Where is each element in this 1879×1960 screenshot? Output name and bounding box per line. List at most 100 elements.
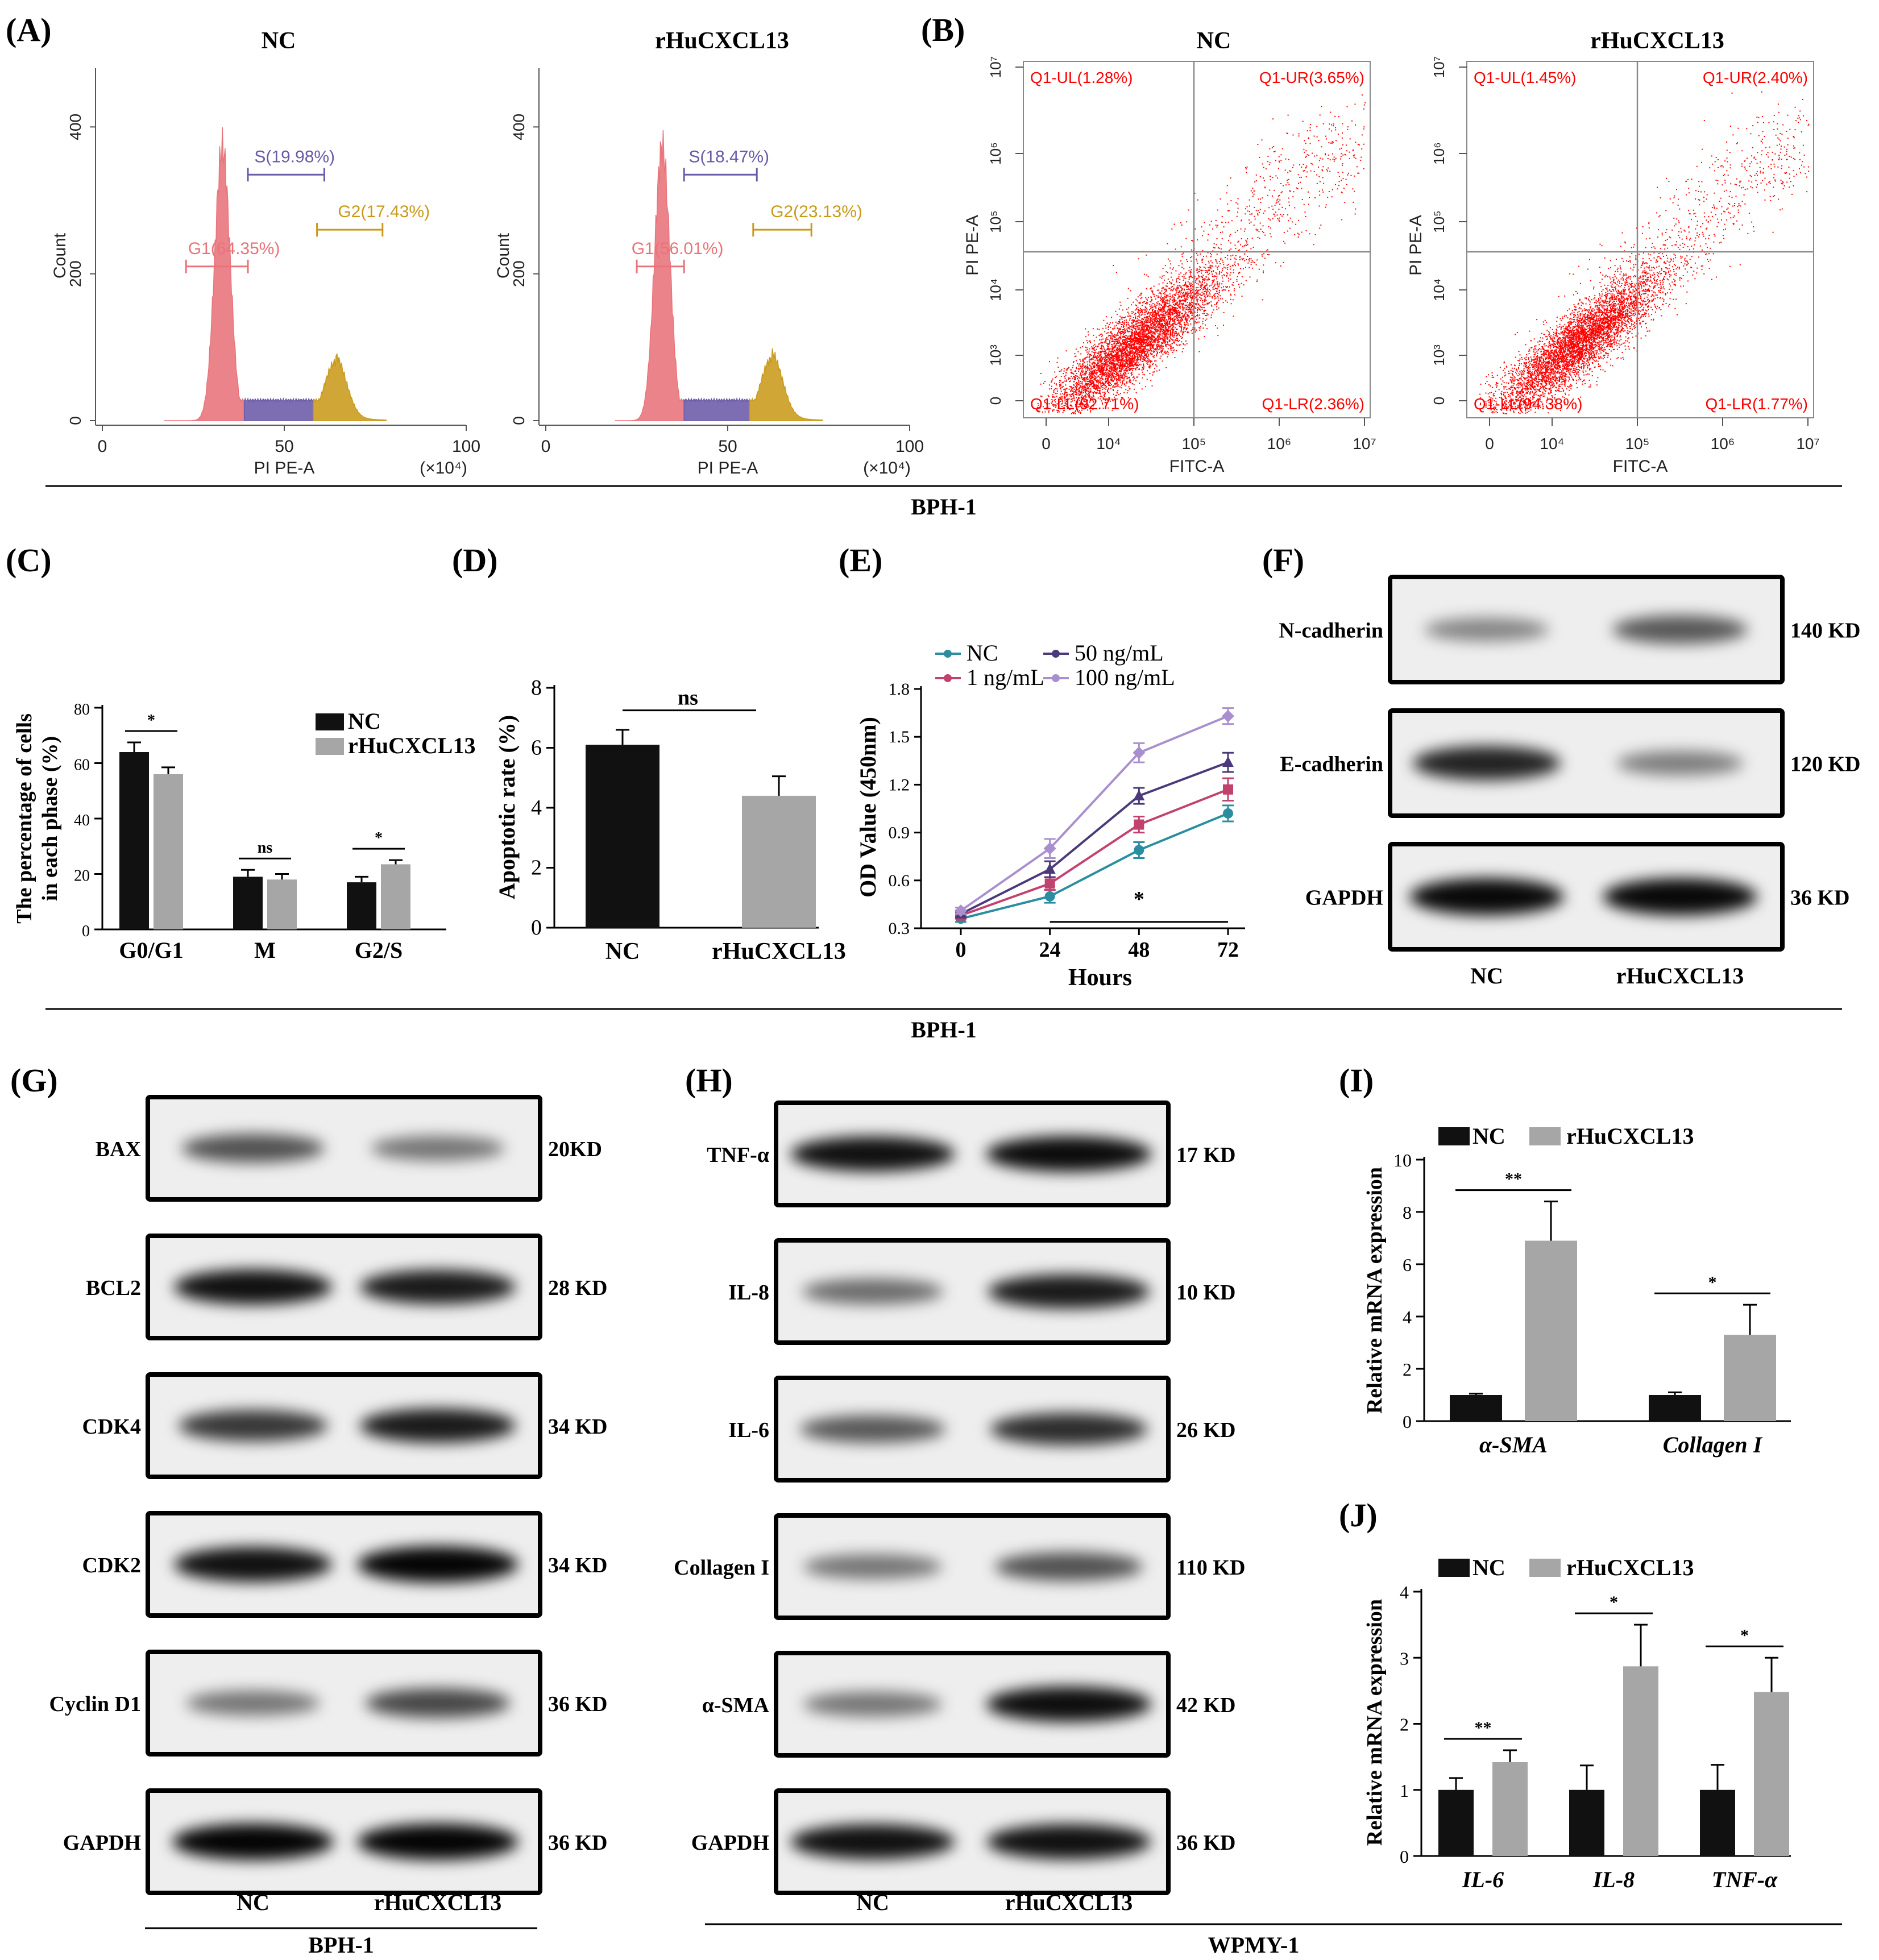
data-point [1222, 756, 1234, 767]
blot-box [774, 1376, 1171, 1483]
kd-label: 34 KD [548, 1415, 608, 1439]
band-nc [186, 1691, 320, 1716]
bar-rhucxcl13 [1724, 1335, 1776, 1421]
band-nc [1424, 617, 1549, 642]
band-rhucxcl13 [986, 1136, 1152, 1172]
y-tick-label: 10⁵ [987, 210, 1004, 233]
y-tick-label: 4 [1403, 1307, 1412, 1327]
kd-label: 20KD [548, 1137, 602, 1161]
data-point [1044, 863, 1056, 874]
band-rhucxcl13 [990, 1413, 1148, 1446]
y-tick-label: 80 [74, 701, 90, 719]
histogram-title: rHuCXCL13 [655, 28, 789, 54]
protein-label: Cyclin D1 [49, 1692, 142, 1716]
panel-label-h: (H) [685, 1062, 733, 1099]
blot-box [774, 1238, 1171, 1345]
protein-label: IL-8 [728, 1281, 769, 1305]
band-nc [790, 1136, 955, 1172]
x-tick-label: 10⁷ [1353, 435, 1376, 452]
panel-label-j: (J) [1339, 1497, 1378, 1534]
band-nc [173, 1547, 333, 1582]
significance-mark: * [1134, 887, 1144, 911]
category-label: Collagen I [1663, 1432, 1763, 1457]
y-tick-label: 10⁵ [1430, 210, 1447, 233]
significance-mark: * [1740, 1626, 1749, 1645]
gate-label-g2: G2(17.43%) [338, 202, 430, 221]
histogram-g1-area [615, 130, 685, 421]
bar-rhucxcl13 [381, 864, 410, 929]
quadrant-label-ur: Q1-UR(3.65%) [1259, 69, 1364, 86]
category-label: IL-8 [1592, 1867, 1635, 1892]
section-label-wpmy1: WPMY-1 [1208, 1932, 1300, 1957]
protein-label: BCL2 [86, 1276, 141, 1300]
band-rhucxcl13 [357, 1546, 519, 1583]
band-nc [178, 1410, 328, 1442]
category-label: α-SMA [1479, 1432, 1548, 1457]
lane-label-rhucxcl13: rHuCXCL13 [1616, 963, 1744, 989]
panel-i-mrna-bars: 0 2 4 6 8 10 α-SMA ** Collagen I * Relative mRNA e… [1363, 1123, 1791, 1457]
lane-label-rhucxcl13: rHuCXCL13 [374, 1890, 501, 1915]
significance-mark: * [147, 712, 155, 729]
legend-swatch-rhucxcl13 [316, 738, 344, 755]
band-rhucxcl13 [359, 1409, 516, 1443]
y-tick-label: 60 [74, 757, 90, 774]
x-tick-label: 0 [1042, 435, 1051, 452]
x-tick-label: 48 [1128, 938, 1150, 962]
bar-rhucxcl13 [267, 879, 297, 929]
category-label: TNF-α [1712, 1867, 1778, 1892]
legend-swatch-rhucxcl13 [1529, 1559, 1561, 1577]
y-tick-label: 10 [1393, 1150, 1412, 1170]
panel-d-apoptotic-rate-bars: 0 2 4 6 8 NC rHuCXCL13 Apoptotic rate (%) ns [494, 676, 846, 965]
x-tick-label: 10⁴ [1096, 435, 1121, 452]
x-tick-label: 10⁶ [1711, 435, 1735, 452]
protein-label: IL-6 [728, 1418, 769, 1442]
y-tick-label: 1 [1400, 1780, 1409, 1801]
y-tick-label: 0 [531, 916, 542, 940]
x-tick-label: 0 [541, 437, 551, 456]
band-rhucxcl13 [988, 1274, 1150, 1309]
bar-nc [1649, 1395, 1701, 1421]
category-label: rHuCXCL13 [712, 939, 846, 965]
data-point [1134, 819, 1144, 830]
legend-label: NC [967, 640, 998, 666]
y-tick-label: 10⁶ [1430, 142, 1447, 165]
y-tick-label: 10⁷ [1430, 56, 1447, 78]
scatter-dots [1036, 94, 1366, 414]
x-axis-unit: (×10⁴) [420, 459, 467, 477]
protein-label: GAPDH [691, 1831, 769, 1855]
significance-mark: ** [1475, 1718, 1492, 1737]
y-tick-label: 0 [82, 923, 90, 940]
y-tick-label: 0 [987, 397, 1004, 405]
x-axis-title: Hours [1068, 965, 1132, 991]
bar-nc [1569, 1789, 1604, 1856]
legend-swatch-nc [1438, 1559, 1470, 1577]
histogram-g2-area [313, 352, 387, 421]
band-rhucxcl13 [357, 1824, 519, 1860]
y-tick-label: 400 [67, 114, 84, 140]
protein-label: BAX [96, 1137, 141, 1161]
band-nc [172, 1824, 334, 1860]
plot-frame [1023, 61, 1371, 418]
bar-rhucxcl13 [1754, 1692, 1789, 1856]
histogram-s-area [243, 397, 314, 421]
y-tick-label: 4 [531, 796, 542, 820]
protein-label: GAPDH [63, 1831, 141, 1855]
x-tick-label: 0 [98, 437, 107, 456]
significance-mark: * [1610, 1593, 1618, 1612]
band-rhucxcl13 [371, 1136, 505, 1161]
y-axis-title: OD Value (450nm) [855, 717, 881, 898]
kd-label: 140 KD [1790, 619, 1861, 643]
kd-label: 36 KD [548, 1692, 608, 1716]
legend-label-rhucxcl13: rHuCXCL13 [1566, 1555, 1694, 1580]
y-tick-label: 1.8 [889, 680, 910, 699]
bar-rhucxcl13 [1623, 1666, 1658, 1856]
protein-label: GAPDH [1305, 886, 1383, 910]
y-tick-label: 10³ [987, 344, 1004, 366]
band-nc [803, 1554, 943, 1579]
lane-label-nc: NC [856, 1890, 889, 1915]
y-tick-label: 1.5 [889, 728, 910, 746]
legend-label-nc: NC [1472, 1123, 1505, 1149]
y-tick-label: 10³ [1430, 344, 1447, 366]
histogram-g1-area [164, 127, 245, 421]
